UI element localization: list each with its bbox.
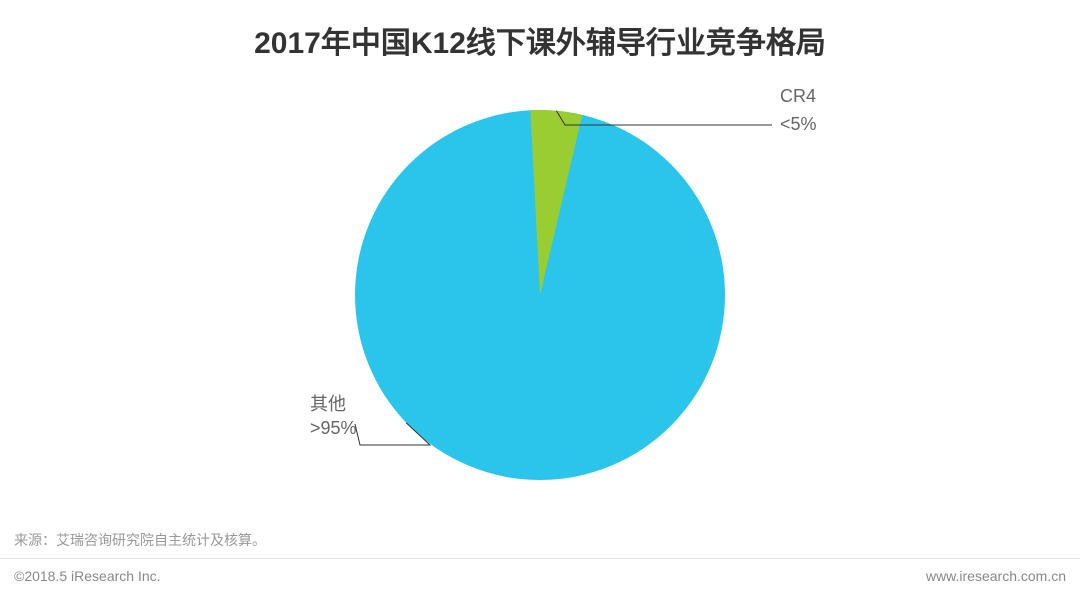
- footer-separator: [0, 558, 1080, 559]
- source-text: 来源：艾瑞咨询研究院自主统计及核算。: [14, 530, 266, 550]
- page-root: 2017年中国K12线下课外辅导行业竞争格局 CR4 <5% 其他 >95% 来…: [0, 0, 1080, 592]
- pie-svg: [355, 110, 725, 480]
- label-other-value: >95%: [310, 418, 357, 439]
- pie-chart: [355, 110, 725, 480]
- footer-copyright: ©2018.5 iResearch Inc.: [14, 568, 161, 584]
- chart-title: 2017年中国K12线下课外辅导行业竞争格局: [0, 18, 1080, 62]
- label-cr4-value: <5%: [780, 114, 817, 135]
- footer-site: www.iresearch.com.cn: [926, 568, 1066, 584]
- label-cr4-title: CR4: [780, 86, 816, 107]
- label-other-title: 其他: [310, 390, 346, 416]
